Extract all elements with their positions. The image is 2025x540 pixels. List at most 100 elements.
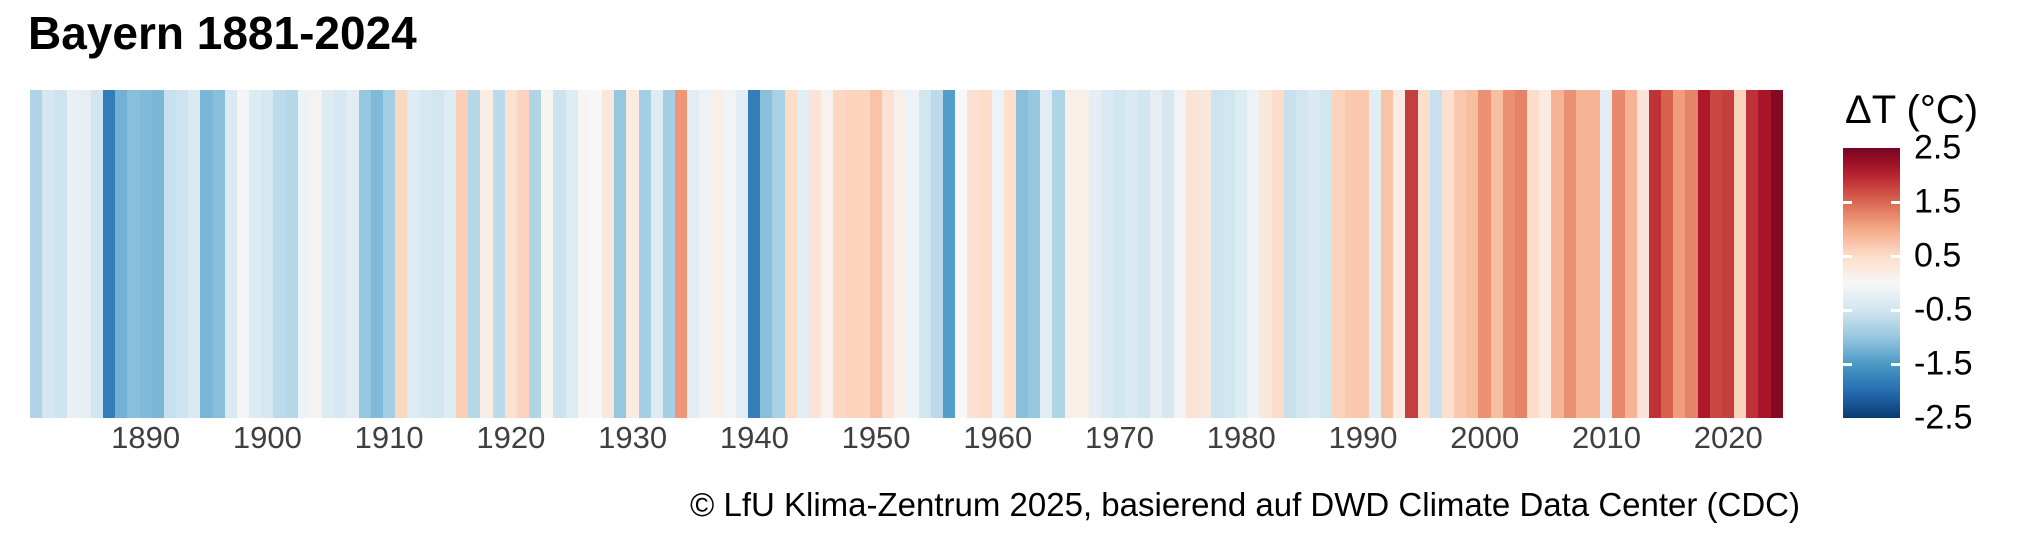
year-stripe-2006 (1551, 90, 1564, 418)
year-stripe-1898 (236, 90, 250, 418)
x-axis-label-1990: 1990 (1328, 420, 1398, 455)
year-stripe-1915 (443, 90, 457, 418)
year-stripe-2011 (1612, 90, 1625, 418)
year-stripe-1992 (1381, 90, 1394, 418)
year-stripe-1962 (1015, 90, 1029, 418)
year-stripe-2009 (1588, 90, 1601, 418)
year-stripe-1908 (358, 90, 371, 418)
year-stripe-1910 (382, 90, 396, 418)
year-stripe-2001 (1490, 90, 1503, 418)
year-stripe-1919 (492, 90, 505, 418)
year-stripe-1989 (1344, 90, 1357, 418)
year-stripe-1987 (1320, 90, 1333, 418)
x-axis-label-1980: 1980 (1206, 420, 1276, 455)
year-stripe-1943 (784, 90, 797, 418)
year-stripe-1913 (419, 90, 432, 418)
year-stripe-2007 (1563, 90, 1576, 418)
year-stripe-1940 (748, 90, 761, 418)
year-stripe-2020 (1721, 90, 1735, 418)
year-stripe-1972 (1137, 90, 1150, 418)
year-stripe-1996 (1429, 90, 1442, 418)
year-stripe-2022 (1746, 90, 1759, 418)
year-stripe-1911 (395, 90, 408, 418)
year-stripe-1899 (249, 90, 262, 418)
year-stripe-1966 (1064, 90, 1077, 418)
year-stripe-2021 (1734, 90, 1747, 418)
colorbar-tickmark (1843, 200, 1852, 204)
year-stripe-1952 (894, 90, 907, 418)
year-stripe-1922 (529, 90, 542, 418)
colorbar-tickmark (1891, 254, 1900, 258)
year-stripe-1885 (78, 90, 91, 418)
x-axis-label-2020: 2020 (1693, 420, 1763, 455)
year-stripe-1901 (273, 90, 286, 418)
year-stripe-1906 (334, 90, 347, 418)
colorbar-label--2.5: -2.5 (1914, 398, 1973, 437)
year-stripe-2016 (1673, 90, 1686, 418)
year-stripe-1932 (650, 90, 663, 418)
year-stripe-1938 (723, 90, 736, 418)
year-stripe-1980 (1235, 90, 1248, 418)
year-stripe-1931 (638, 90, 651, 418)
year-stripe-1954 (918, 90, 931, 418)
colorbar-label--0.5: -0.5 (1914, 290, 1973, 329)
year-stripe-1959 (979, 90, 992, 418)
year-stripe-1949 (857, 90, 870, 418)
year-stripe-1924 (553, 90, 566, 418)
year-stripe-1981 (1247, 90, 1260, 418)
year-stripe-2015 (1661, 90, 1674, 418)
year-stripe-2002 (1502, 90, 1515, 418)
year-stripe-2023 (1758, 90, 1771, 418)
year-stripe-1909 (370, 90, 383, 418)
year-stripe-1990 (1356, 90, 1369, 418)
colorbar-gradient (1843, 148, 1900, 418)
colorbar-tickmark (1891, 362, 1900, 366)
x-axis-label-1940: 1940 (719, 420, 789, 455)
x-axis-label-1930: 1930 (598, 420, 668, 455)
year-stripe-1927 (589, 90, 603, 418)
year-stripe-1941 (760, 90, 773, 418)
year-stripe-1929 (614, 90, 627, 418)
year-stripe-2005 (1539, 90, 1552, 418)
year-stripe-1975 (1174, 90, 1187, 418)
year-stripe-1963 (1028, 90, 1041, 418)
year-stripe-1920 (504, 90, 517, 418)
stripes-plot-area (30, 90, 1783, 418)
year-stripe-1985 (1295, 90, 1309, 418)
year-stripe-2004 (1527, 90, 1540, 418)
year-stripe-1970 (1113, 90, 1126, 418)
year-stripe-2019 (1709, 90, 1722, 418)
year-stripe-1999 (1466, 90, 1479, 418)
year-stripe-1921 (516, 90, 530, 418)
year-stripe-1997 (1441, 90, 1455, 418)
year-stripe-1930 (626, 90, 639, 418)
year-stripe-1984 (1283, 90, 1296, 418)
year-stripe-1925 (565, 90, 578, 418)
year-stripe-1947 (833, 90, 846, 418)
x-axis-label-1890: 1890 (111, 420, 181, 455)
year-stripe-1956 (942, 90, 956, 418)
year-stripe-1950 (869, 90, 883, 418)
colorbar-tickmark (1843, 362, 1852, 366)
year-stripe-1986 (1308, 90, 1321, 418)
year-stripe-2017 (1685, 90, 1698, 418)
year-stripe-1897 (224, 90, 237, 418)
year-stripe-1907 (346, 90, 359, 418)
year-stripe-1957 (955, 90, 968, 418)
year-stripe-1961 (1003, 90, 1016, 418)
year-stripe-1918 (480, 90, 493, 418)
year-stripe-1891 (151, 90, 164, 418)
year-stripe-1969 (1101, 90, 1114, 418)
year-stripe-1914 (431, 90, 444, 418)
year-stripe-1923 (541, 90, 554, 418)
year-stripe-1936 (699, 90, 712, 418)
year-stripe-1935 (687, 90, 700, 418)
x-axis-label-1910: 1910 (354, 420, 424, 455)
year-stripe-1945 (809, 90, 822, 418)
year-stripe-1926 (577, 90, 590, 418)
year-stripe-1895 (200, 90, 213, 418)
year-stripe-1896 (212, 90, 225, 418)
year-stripe-1960 (991, 90, 1004, 418)
year-stripe-1912 (407, 90, 420, 418)
year-stripe-1979 (1222, 90, 1236, 418)
